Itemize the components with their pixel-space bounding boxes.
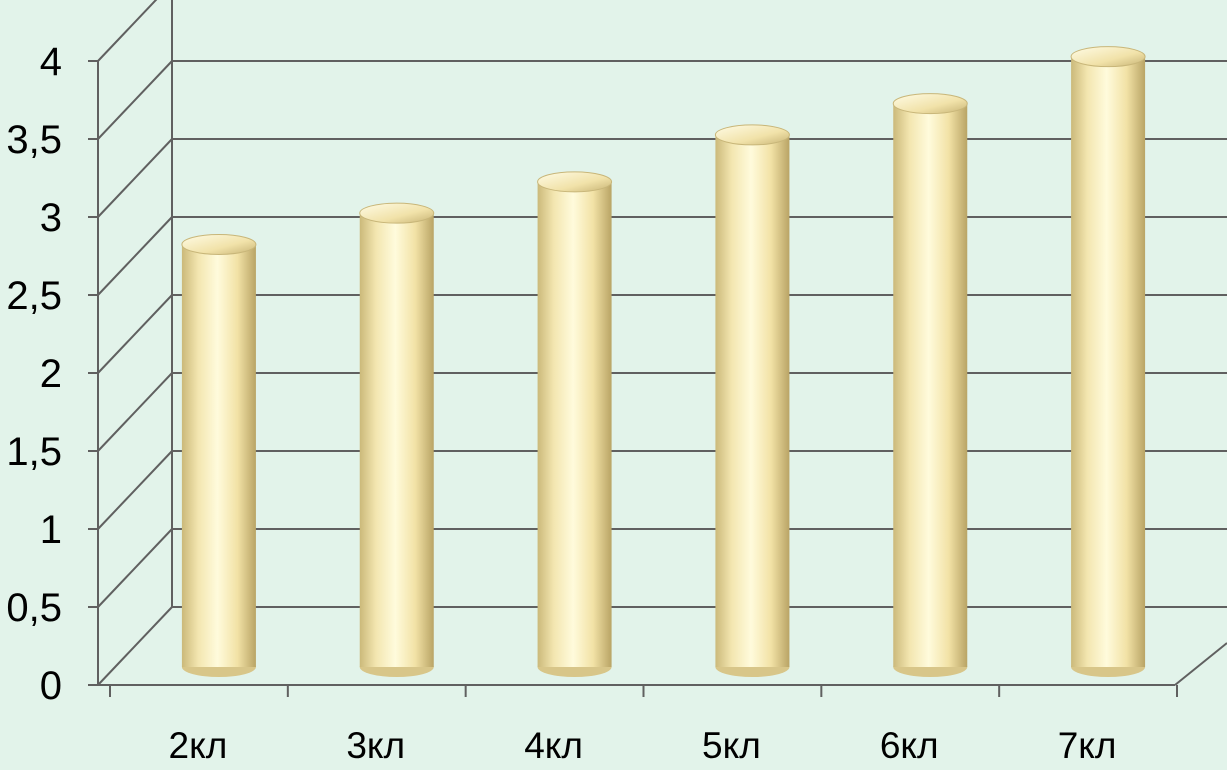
gridline-diagonal <box>97 450 173 530</box>
gridline-diagonal <box>97 216 173 296</box>
x-tick-label: 6кл <box>880 725 939 765</box>
bar-body <box>893 103 968 668</box>
bars-layer <box>181 46 1146 677</box>
bar <box>714 124 790 677</box>
y-tick-label: 4 <box>40 40 62 84</box>
x-tick-label: 7кл <box>1058 725 1117 765</box>
x-tick-label: 3кл <box>346 725 405 765</box>
bar <box>181 233 257 677</box>
gridline-diagonal <box>97 138 173 218</box>
bar-body <box>715 134 790 667</box>
gridline-diagonal <box>97 294 173 374</box>
bar <box>537 171 613 677</box>
bar <box>1070 46 1146 677</box>
floor-edge <box>1174 642 1227 686</box>
gridline-diagonal <box>97 0 158 62</box>
y-tick-label: 3 <box>40 196 62 240</box>
y-axis-tick-labels: 0 0,5 1 1,5 2 2,5 3 3,5 4 <box>6 40 62 708</box>
bar <box>359 202 435 677</box>
gridline-diagonal <box>97 60 173 140</box>
gridline-diagonal <box>97 372 173 452</box>
bar-top <box>359 202 435 224</box>
bar-body <box>359 213 434 667</box>
bar-top <box>892 93 968 115</box>
bar-top <box>1070 46 1146 68</box>
y-tick-label: 2,5 <box>6 274 62 318</box>
y-tick-label: 1,5 <box>6 430 62 474</box>
bar-top <box>537 171 613 193</box>
y-tick-label: 0 <box>40 664 62 708</box>
x-tick-label: 4кл <box>524 725 583 765</box>
bar-top <box>181 233 257 255</box>
bar <box>892 93 968 677</box>
gridline-diagonal <box>97 528 173 608</box>
bar-top <box>714 124 790 146</box>
y-tick-label: 0,5 <box>6 586 62 630</box>
y-tick-label: 2 <box>40 352 62 396</box>
x-axis-tick-labels: 2кл 3кл 4кл 5кл 6кл 7кл <box>169 725 1117 766</box>
x-tick-label: 5кл <box>702 725 761 765</box>
gridline-diagonal <box>97 606 173 686</box>
grid-layer <box>88 0 1227 697</box>
bar-body <box>181 244 256 667</box>
y-tick-label: 1 <box>40 508 62 552</box>
x-tick-label: 2кл <box>169 725 228 765</box>
bar-body <box>1071 56 1146 667</box>
bar-body <box>537 181 612 667</box>
y-tick-label: 3,5 <box>6 118 62 162</box>
